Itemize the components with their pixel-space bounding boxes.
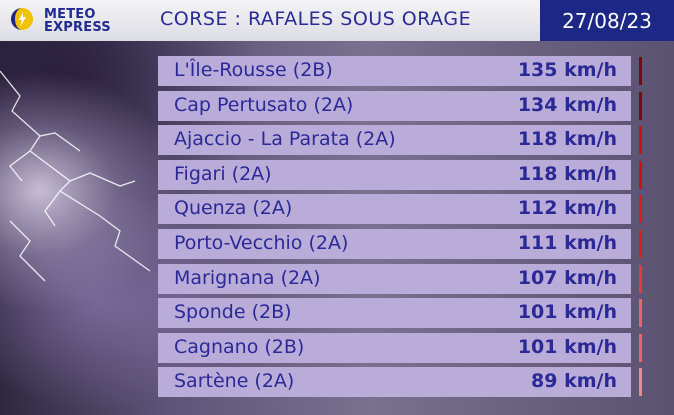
list-item: L'Île-Rousse (2B) 135 km/h [158,56,658,86]
intensity-marker [639,230,642,258]
row-cell: Cap Pertusato (2A) 134 km/h [158,90,631,121]
gust-value: 111 km/h [517,232,617,254]
gust-value: 89 km/h [531,370,617,393]
row-cell: Ajaccio - La Parata (2A) 118 km/h [158,125,631,156]
gust-value: 112 km/h [517,197,617,220]
gust-value: 101 km/h [517,301,617,324]
station-name: Cap Pertusato (2A) [174,93,354,116]
gust-value: 118 km/h [517,128,617,151]
list-item: Porto-Vecchio (2A) 111 km/h [158,229,658,259]
intensity-marker [639,368,642,397]
list-item: Ajaccio - La Parata (2A) 118 km/h [158,125,658,156]
station-name: Quenza (2A) [174,197,293,220]
logo-text: METEO EXPRESS [44,8,111,34]
intensity-marker [639,264,642,293]
row-cell: Sartène (2A) 89 km/h [158,367,631,398]
intensity-marker [639,299,642,328]
row-cell: Porto-Vecchio (2A) 111 km/h [158,229,631,259]
gust-value: 101 km/h [517,335,617,358]
station-name: Sponde (2B) [174,301,292,324]
date-badge: 27/08/23 [540,0,674,41]
gust-value: 135 km/h [517,59,617,81]
list-item: Cap Pertusato (2A) 134 km/h [158,90,658,121]
station-name: Ajaccio - La Parata (2A) [174,128,396,151]
station-name: L'Île-Rousse (2B) [174,59,333,81]
meteo-express-logo: METEO EXPRESS [4,3,124,37]
list-item: Cagnano (2B) 101 km/h [158,332,658,363]
row-cell: Cagnano (2B) 101 km/h [158,332,631,363]
page-title: CORSE : RAFALES SOUS ORAGE [160,8,472,30]
lightning-icon [0,70,151,282]
intensity-marker [639,333,642,362]
list-item: Quenza (2A) 112 km/h [158,194,658,225]
list-item: Marignana (2A) 107 km/h [158,263,658,294]
logo-line-2: EXPRESS [44,20,111,35]
intensity-marker [639,91,642,120]
header-bar: METEO EXPRESS CORSE : RAFALES SOUS ORAGE… [0,0,674,41]
row-cell: L'Île-Rousse (2B) 135 km/h [158,56,631,86]
row-cell: Figari (2A) 118 km/h [158,159,631,190]
station-name: Figari (2A) [174,162,272,185]
row-cell: Quenza (2A) 112 km/h [158,194,631,225]
gust-value: 134 km/h [517,93,617,116]
station-name: Sartène (2A) [174,370,295,393]
intensity-marker [639,57,642,85]
station-name: Marignana (2A) [174,266,321,289]
station-name: Cagnano (2B) [174,335,305,358]
list-item: Figari (2A) 118 km/h [158,159,658,190]
gust-value: 118 km/h [517,162,617,185]
intensity-marker [639,126,642,155]
list-item: Sponde (2B) 101 km/h [158,298,658,329]
row-cell: Marignana (2A) 107 km/h [158,263,631,294]
row-cell: Sponde (2B) 101 km/h [158,298,631,329]
station-name: Porto-Vecchio (2A) [174,232,349,254]
sun-storm-icon [11,8,33,30]
gust-value: 107 km/h [517,266,617,289]
intensity-marker [639,160,642,189]
intensity-marker [639,195,642,224]
list-item: Sartène (2A) 89 km/h [158,367,658,398]
logo-line-1: METEO [44,7,96,22]
